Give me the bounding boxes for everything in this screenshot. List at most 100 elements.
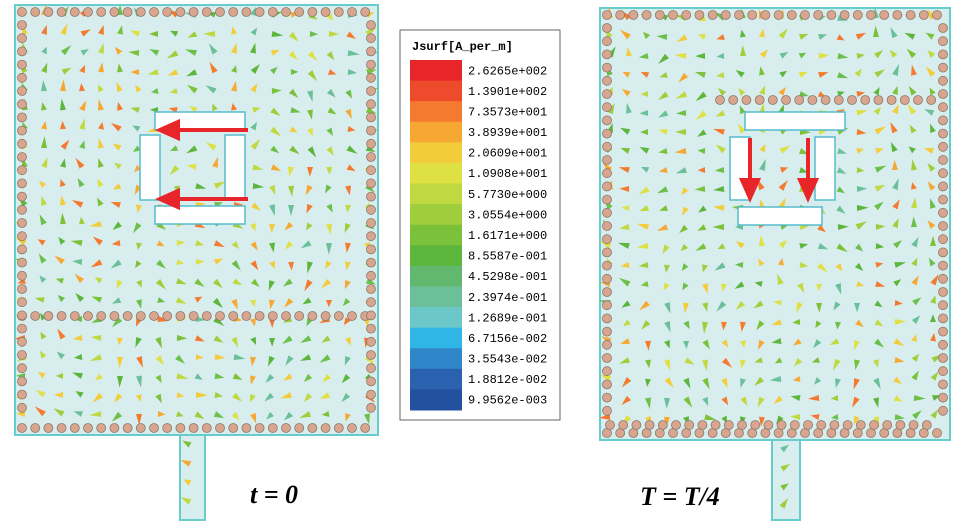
field-arrow [779,52,789,59]
field-arrow [757,396,765,408]
field-arrow [136,394,142,402]
via [715,95,725,105]
via [938,128,948,139]
via [122,311,133,321]
via [307,311,318,321]
via [873,95,884,105]
field-arrow [176,240,186,246]
field-arrow [326,13,333,22]
via [737,420,747,430]
field-arrow [342,298,351,307]
field-arrow [621,88,631,97]
field-arrow [270,145,280,154]
field-arrow [111,240,121,246]
via [149,311,159,321]
field-arrow [53,408,65,417]
via [347,7,357,17]
field-arrow [664,359,671,371]
field-arrow [856,53,865,59]
legend-label: 3.5543e-002 [468,353,547,367]
field-arrow [300,354,312,361]
field-arrow [269,223,275,234]
via [671,420,681,430]
field-arrow [77,177,85,188]
field-arrow [835,321,841,330]
via [360,7,371,17]
via [938,353,948,363]
via [615,10,626,20]
field-arrow [321,335,331,343]
field-arrow [740,396,748,407]
field-arrow [658,148,668,154]
field-arrow [167,69,179,76]
field-arrow [328,31,340,37]
field-arrow [60,158,66,168]
field-arrow [753,300,764,309]
via [17,46,27,57]
field-arrow [779,167,789,173]
via [800,10,810,20]
field-arrow [923,147,934,154]
field-arrow [740,321,746,333]
field-arrow [894,319,906,325]
via [938,221,948,231]
via [17,152,27,162]
legend-label: 5.7730e+000 [468,188,547,202]
slot [737,206,823,226]
field-arrow [155,393,162,404]
field-arrow [695,243,707,251]
field-arrow [345,413,351,422]
field-arrow [769,376,782,382]
legend-swatch [410,368,462,390]
field-arrow [307,70,318,82]
field-arrow [250,299,256,308]
via [17,297,27,308]
field-arrow [835,283,842,295]
via [921,420,932,430]
field-arrow [128,50,140,56]
field-arrow [195,354,204,360]
field-arrow [304,279,313,292]
field-arrow [214,392,223,398]
via [763,420,774,430]
field-arrow [79,82,85,92]
field-arrow [659,205,669,211]
field-arrow [697,34,706,40]
field-arrow [835,263,843,272]
via [668,10,678,20]
field-arrow [176,373,189,379]
field-arrow [250,63,260,74]
field-arrow [717,87,727,97]
field-arrow [252,164,264,170]
field-arrow [250,356,256,367]
via [366,152,376,162]
field-arrow [15,237,27,246]
field-arrow [151,88,159,94]
field-arrow [930,123,936,133]
via [162,423,173,433]
via [852,10,863,20]
feed-line [179,434,206,521]
field-arrow [175,297,187,304]
field-arrow [618,277,631,287]
field-arrow [39,180,47,189]
arrow-head [155,118,180,142]
field-arrow [856,110,868,116]
field-arrow [836,34,845,41]
field-arrow [326,299,332,308]
field-arrow [734,281,745,289]
field-arrow [754,376,764,386]
field-arrow [91,296,103,303]
field-arrow [299,411,312,418]
field-arrow [288,261,294,271]
field-arrow [203,31,216,37]
field-arrow [674,53,687,59]
via [17,99,27,110]
via [813,10,824,20]
field-arrow [641,320,651,330]
field-arrow [34,297,45,303]
via [17,323,27,334]
field-arrow [112,183,122,190]
via [938,207,948,218]
field-arrow [345,261,351,271]
